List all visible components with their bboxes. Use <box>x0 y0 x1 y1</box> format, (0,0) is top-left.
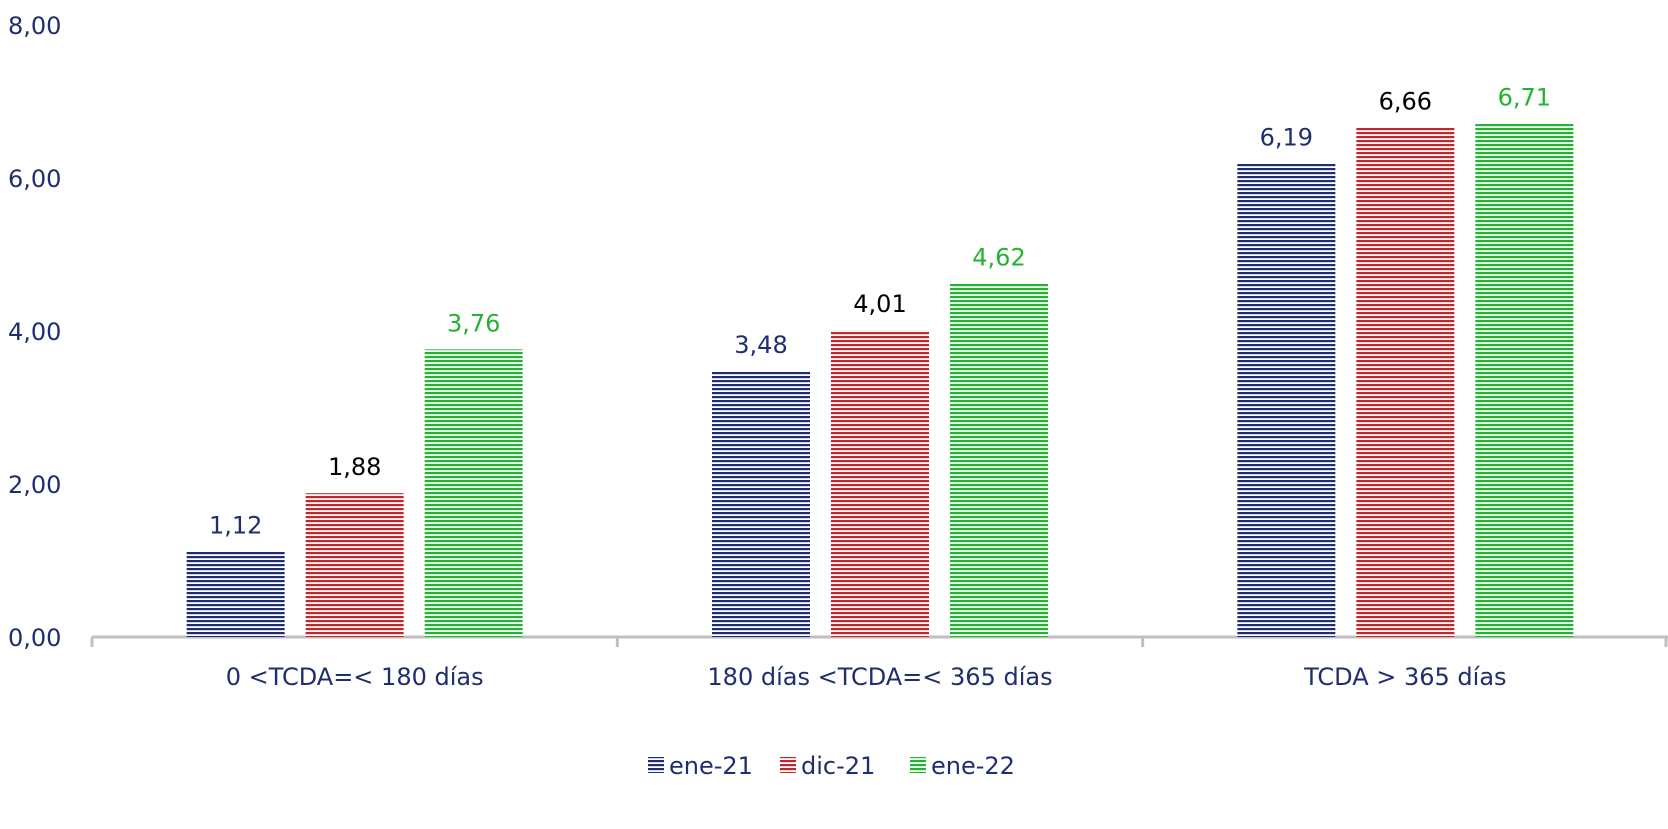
bar-series-group <box>186 123 1574 637</box>
y-tick-label: 6,00 <box>8 165 61 193</box>
bar-ene-21 <box>712 370 810 637</box>
data-label: 6,19 <box>1260 123 1313 151</box>
y-tick-label: 0,00 <box>8 624 61 652</box>
data-label: 3,48 <box>734 331 787 359</box>
data-label: 1,12 <box>209 511 262 539</box>
x-axis: 0 <TCDA=< 180 días 180 días <TCDA=< 365 d… <box>90 635 1668 691</box>
bar-dic-21 <box>305 493 404 637</box>
y-tick-label: 2,00 <box>8 471 61 499</box>
data-labels-group: 1,12 1,88 3,76 3,48 4,01 4,62 6,19 6,66 6,71 <box>209 84 1551 540</box>
bar-ene-22 <box>950 283 1048 637</box>
legend: ene-21 dic-21 ene-22 <box>648 752 1015 780</box>
data-label: 6,66 <box>1379 88 1432 116</box>
y-axis: 0,00 2,00 4,00 6,00 8,00 <box>8 12 61 652</box>
bar-dic-21 <box>831 330 929 637</box>
x-category-label: 0 <TCDA=< 180 días <box>226 663 484 691</box>
data-label: 1,88 <box>328 453 381 481</box>
legend-swatch <box>910 757 926 773</box>
x-category-label: 180 días <TCDA=< 365 días <box>707 663 1052 691</box>
y-tick-label: 4,00 <box>8 318 61 346</box>
data-label: 4,62 <box>972 244 1025 272</box>
legend-label: dic-21 <box>801 752 875 780</box>
x-category-label: TCDA > 365 días <box>1303 663 1506 691</box>
bar-ene-22 <box>1475 123 1574 637</box>
data-label: 4,01 <box>853 290 906 318</box>
legend-swatch <box>648 757 664 773</box>
bar-ene-21 <box>186 551 285 637</box>
data-label: 6,71 <box>1498 84 1551 112</box>
legend-label: ene-21 <box>669 752 753 780</box>
legend-label: ene-22 <box>931 752 1015 780</box>
y-tick-label: 8,00 <box>8 12 61 40</box>
legend-swatch <box>780 757 796 773</box>
data-label: 3,76 <box>447 309 500 337</box>
bar-dic-21 <box>1356 127 1455 637</box>
bar-ene-22 <box>424 349 523 637</box>
bar-ene-21 <box>1237 163 1336 637</box>
